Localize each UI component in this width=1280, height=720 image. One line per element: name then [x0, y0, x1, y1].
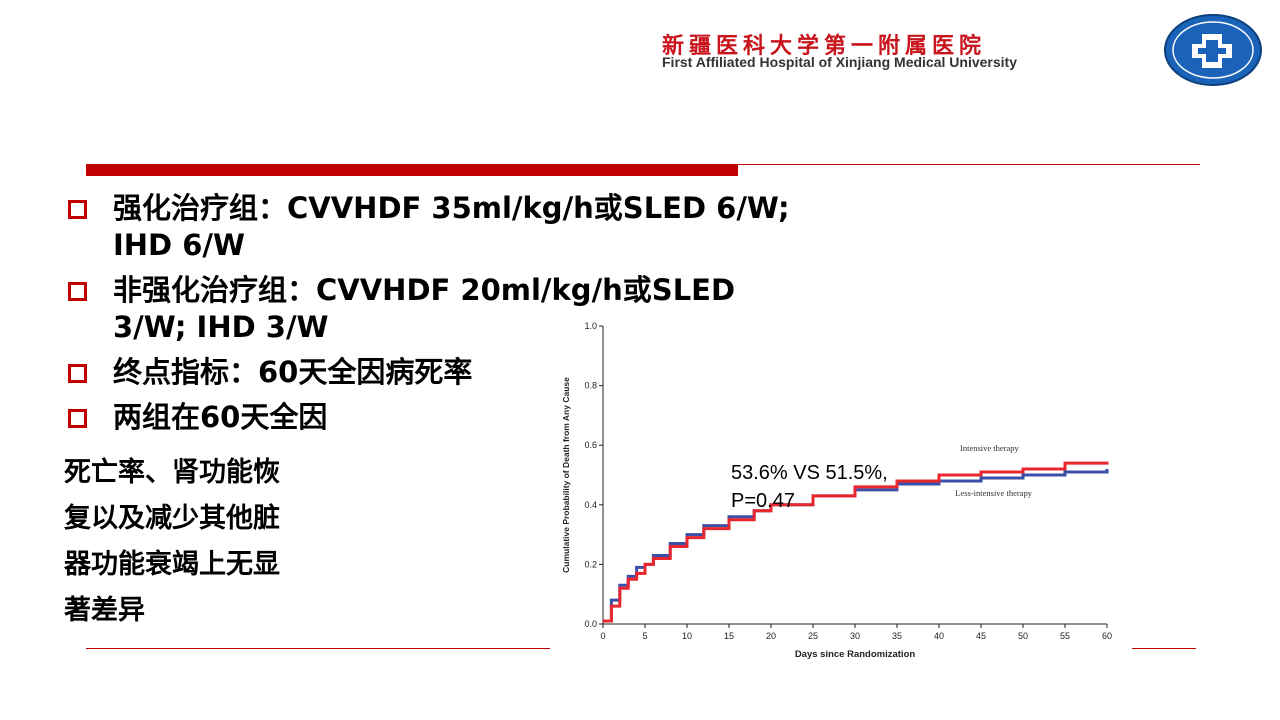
y-tick-label: 1.0 [584, 321, 597, 331]
bullet-item: 两组在60天全因 [64, 399, 903, 436]
x-tick-label: 10 [682, 631, 692, 641]
bullet-item: 非强化治疗组：CVVHDF 20ml/kg/h或SLED 3/W; IHD 3/… [64, 272, 873, 346]
hospital-name-cn: 新疆医科大学第一附属医院 [662, 34, 987, 59]
result-annotation: 53.6% VS 51.5%, P=0.47 [731, 459, 888, 515]
bullet-square-icon [68, 364, 87, 383]
x-tick-label: 45 [976, 631, 986, 641]
header-divider-line [86, 164, 1200, 165]
y-tick-label: 0.4 [584, 500, 597, 510]
bullet-text: 两组在60天全因 [113, 400, 328, 434]
y-axis-label: Cumulative Probability of Death from Any… [561, 377, 571, 573]
footer-line-left [86, 648, 550, 649]
survival-chart: 0.0 0.2 0.4 0.6 0.8 1.0 0 5 10 15 20 25 30 35 40 45 50 55… [561, 321, 1112, 660]
continuation-text: 死亡率、肾功能恢 复以及减少其他脏 器功能衰竭上无显 著差异 [64, 450, 280, 634]
bullet-item: 强化治疗组：CVVHDF 35ml/kg/h或SLED 6/W; IHD 6/W [64, 190, 903, 264]
footer-line-right [1132, 648, 1196, 649]
y-tick-label: 0.0 [584, 619, 597, 629]
title-accent-bar [86, 165, 738, 176]
hospital-name-en: First Affiliated Hospital of Xinjiang Me… [662, 54, 1017, 70]
annotation-line: P=0.47 [731, 490, 795, 512]
x-tick-label: 5 [642, 631, 647, 641]
y-tick-label: 0.6 [584, 440, 597, 450]
bullet-list: 强化治疗组：CVVHDF 35ml/kg/h或SLED 6/W; IHD 6/W… [64, 190, 903, 444]
bullet-square-icon [68, 200, 87, 219]
y-tick-label: 0.8 [584, 381, 597, 391]
bullet-text: 强化治疗组：CVVHDF 35ml/kg/h或SLED 6/W; [113, 191, 790, 225]
x-tick-label: 55 [1060, 631, 1070, 641]
x-tick-label: 20 [766, 631, 776, 641]
x-tick-label: 50 [1018, 631, 1028, 641]
series-line-intensive [603, 461, 1109, 623]
x-axis-label: Days since Randomization [795, 649, 916, 660]
continuation-line: 死亡率、肾功能恢 [64, 457, 280, 488]
series-line-less-intensive [603, 469, 1109, 623]
bullet-item: 终点指标：60天全因病死率 [64, 354, 903, 391]
hospital-logo-icon [1164, 14, 1262, 86]
continuation-line: 复以及减少其他脏 [64, 503, 280, 534]
y-tick-label: 0.2 [584, 559, 597, 569]
x-tick-label: 25 [808, 631, 818, 641]
annotation-line: 53.6% VS 51.5%, [731, 462, 888, 484]
series-label-less-intensive: Less-intensive therapy [955, 488, 1032, 498]
series-label-intensive: Intensive therapy [960, 443, 1020, 453]
x-tick-label: 40 [934, 631, 944, 641]
x-tick-label: 60 [1102, 631, 1112, 641]
bullet-text: 终点指标：60天全因病死率 [113, 355, 473, 389]
continuation-line: 器功能衰竭上无显 [64, 549, 280, 580]
x-tick-label: 0 [600, 631, 605, 641]
bullet-text: 3/W; IHD 3/W [113, 310, 329, 344]
x-tick-label: 35 [892, 631, 902, 641]
continuation-line: 著差异 [64, 595, 145, 626]
bullet-text: IHD 6/W [113, 228, 245, 262]
bullet-square-icon [68, 409, 87, 428]
x-tick-label: 30 [850, 631, 860, 641]
bullet-text: 非强化治疗组：CVVHDF 20ml/kg/h或SLED [113, 273, 736, 307]
bullet-square-icon [68, 282, 87, 301]
x-tick-label: 15 [724, 631, 734, 641]
